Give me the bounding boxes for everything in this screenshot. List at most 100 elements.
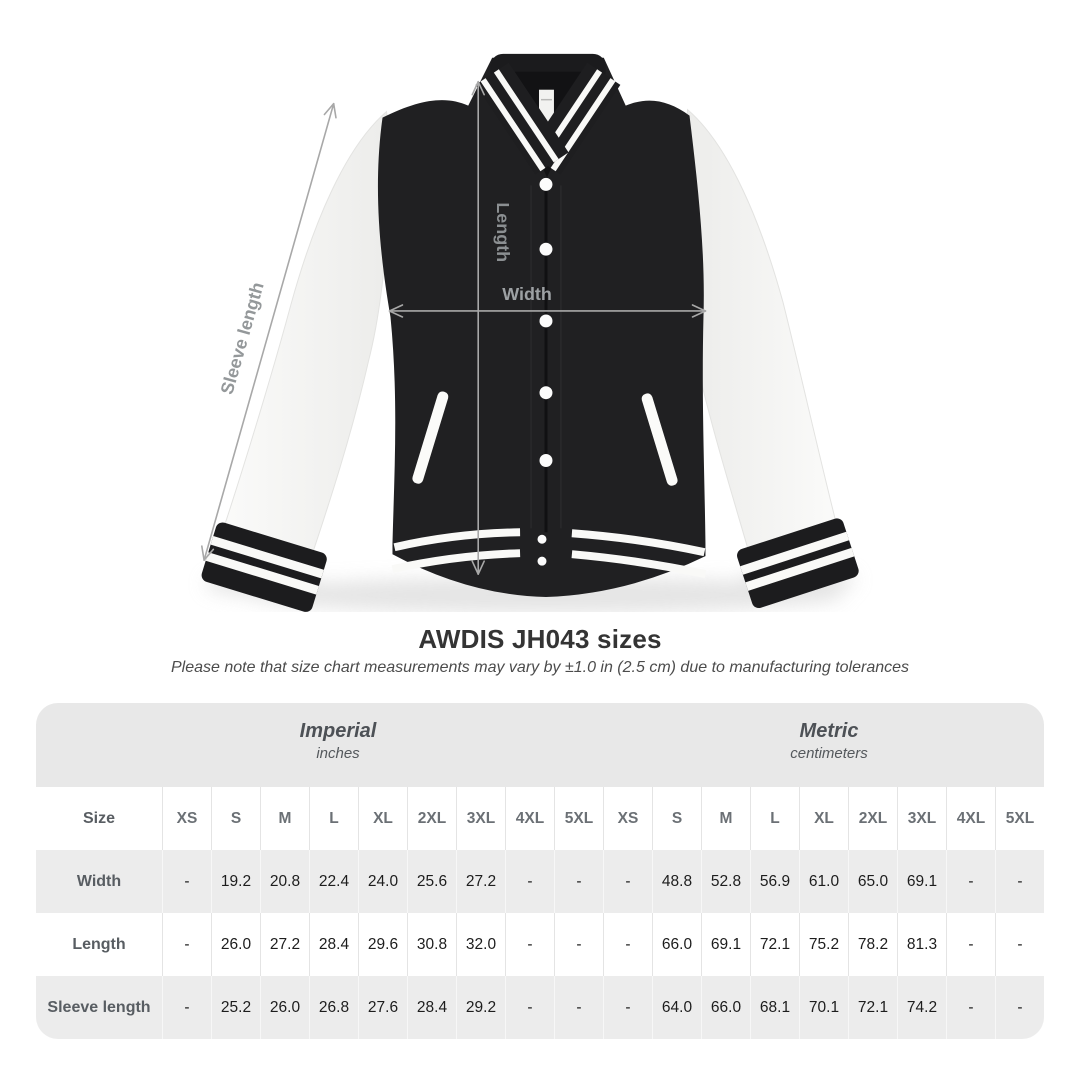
table-header-band: Imperial inches Metric centimeters <box>36 703 1044 787</box>
imperial-group-label: Imperial <box>299 720 377 742</box>
sleeve-length-arrow <box>201 102 337 561</box>
size-header-metric: 5XL <box>995 787 1044 850</box>
size-header-imperial: 2XL <box>407 787 456 850</box>
value-imperial: 30.8 <box>407 913 456 976</box>
imperial-group: Imperial inches <box>300 718 377 764</box>
value-metric: 70.1 <box>799 976 848 1039</box>
size-header-imperial: 4XL <box>505 787 554 850</box>
value-imperial: - <box>162 976 211 1039</box>
page-title: AWDIS JH043 sizes <box>418 624 662 654</box>
size-header-row: Size XS S M L XL 2XL 3XL 4XL 5XL XS S M L XL 2XL 3XL 4XL 5… <box>36 787 1044 850</box>
size-header-metric: 2XL <box>848 787 897 850</box>
jacket-body <box>377 57 706 598</box>
collar <box>475 53 621 178</box>
value-imperial: - <box>505 976 554 1039</box>
row-label: Sleeve length <box>47 998 151 1016</box>
hem-stripes <box>391 528 707 579</box>
value-metric: 52.8 <box>701 850 750 913</box>
value-imperial: 28.4 <box>309 913 358 976</box>
value-imperial: - <box>554 850 603 913</box>
value-imperial: - <box>505 850 554 913</box>
button <box>539 454 553 467</box>
button <box>539 177 553 191</box>
length-label: Length <box>493 202 513 262</box>
value-metric: 72.1 <box>750 913 799 976</box>
pocket-right <box>641 393 678 486</box>
metric-group: Metric centimeters <box>790 718 868 764</box>
value-metric: 75.2 <box>799 913 848 976</box>
table-row: Sleeve length -25.2 26.0 26.8 27.6 28.4 29.2- -… <box>36 976 1044 1039</box>
value-metric: 48.8 <box>652 850 701 913</box>
page-subtitle: Please note that size chart measurements… <box>170 659 910 676</box>
value-metric: - <box>995 976 1044 1039</box>
value-metric: 66.0 <box>652 913 701 976</box>
size-header-imperial: L <box>309 787 358 850</box>
size-header-metric: 3XL <box>897 787 946 850</box>
cuff-left <box>201 522 327 612</box>
value-metric: - <box>603 976 652 1039</box>
size-header-imperial: 3XL <box>456 787 505 850</box>
value-metric: 66.0 <box>701 976 750 1039</box>
value-metric: 81.3 <box>897 913 946 976</box>
value-imperial: - <box>162 850 211 913</box>
size-header-imperial: S <box>211 787 260 850</box>
size-header-imperial: M <box>260 787 309 850</box>
value-imperial: 28.4 <box>407 976 456 1039</box>
sleeve-right <box>685 108 840 575</box>
value-imperial: 22.4 <box>309 850 358 913</box>
value-metric: 74.2 <box>897 976 946 1039</box>
snap-buttons <box>537 177 553 566</box>
size-table: Imperial inches Metric centimeters Size X… <box>36 703 1044 1039</box>
size-header-metric: L <box>750 787 799 850</box>
value-metric: 72.1 <box>848 976 897 1039</box>
value-imperial: 25.6 <box>407 850 456 913</box>
value-metric: 69.1 <box>897 850 946 913</box>
width-label: Width <box>502 284 552 304</box>
value-metric: 61.0 <box>799 850 848 913</box>
value-imperial: 32.0 <box>456 913 505 976</box>
metric-group-label: Metric <box>799 720 859 742</box>
size-header-metric: XL <box>799 787 848 850</box>
metric-group-sublabel: centimeters <box>790 745 868 762</box>
size-column-header: Size <box>82 809 115 827</box>
value-metric: - <box>603 850 652 913</box>
length-arrow <box>471 80 485 575</box>
value-imperial: 26.0 <box>260 976 309 1039</box>
value-imperial: 19.2 <box>211 850 260 913</box>
pocket-left <box>412 391 449 484</box>
table-row: Width -19.2 20.8 22.4 24.0 25.6 27.2- - -48.8 52.… <box>36 850 1044 913</box>
size-header-metric: S <box>652 787 701 850</box>
value-imperial: 25.2 <box>211 976 260 1039</box>
width-arrow <box>388 304 707 318</box>
value-metric: - <box>946 976 995 1039</box>
cuff-right <box>737 518 859 609</box>
value-metric: 78.2 <box>848 913 897 976</box>
value-metric: 56.9 <box>750 850 799 913</box>
value-imperial: - <box>162 913 211 976</box>
value-imperial: 24.0 <box>358 850 407 913</box>
value-imperial: - <box>554 976 603 1039</box>
row-label: Length <box>72 935 126 953</box>
value-imperial: 27.2 <box>456 850 505 913</box>
size-header-metric: XS <box>603 787 652 850</box>
value-imperial: 26.8 <box>309 976 358 1039</box>
value-imperial: 26.0 <box>211 913 260 976</box>
button <box>539 386 553 400</box>
size-header-metric: M <box>701 787 750 850</box>
table-row: Length -26.0 27.2 28.4 29.6 30.8 32.0- - -66.0 69… <box>36 913 1044 976</box>
value-imperial: - <box>554 913 603 976</box>
jacket-figure: Sleeve length Length Width <box>201 53 859 612</box>
value-metric: 69.1 <box>701 913 750 976</box>
value-metric: - <box>946 913 995 976</box>
value-metric: - <box>995 913 1044 976</box>
size-table-body: Width -19.2 20.8 22.4 24.0 25.6 27.2- - -48.8 52.… <box>36 850 1044 1039</box>
value-imperial: - <box>505 913 554 976</box>
button <box>539 314 553 328</box>
sleeve-length-label: Sleeve length <box>217 280 268 397</box>
placket <box>530 177 562 533</box>
value-metric: - <box>995 850 1044 913</box>
value-imperial: 27.2 <box>260 913 309 976</box>
value-imperial: 29.6 <box>358 913 407 976</box>
size-header-imperial: XS <box>162 787 211 850</box>
